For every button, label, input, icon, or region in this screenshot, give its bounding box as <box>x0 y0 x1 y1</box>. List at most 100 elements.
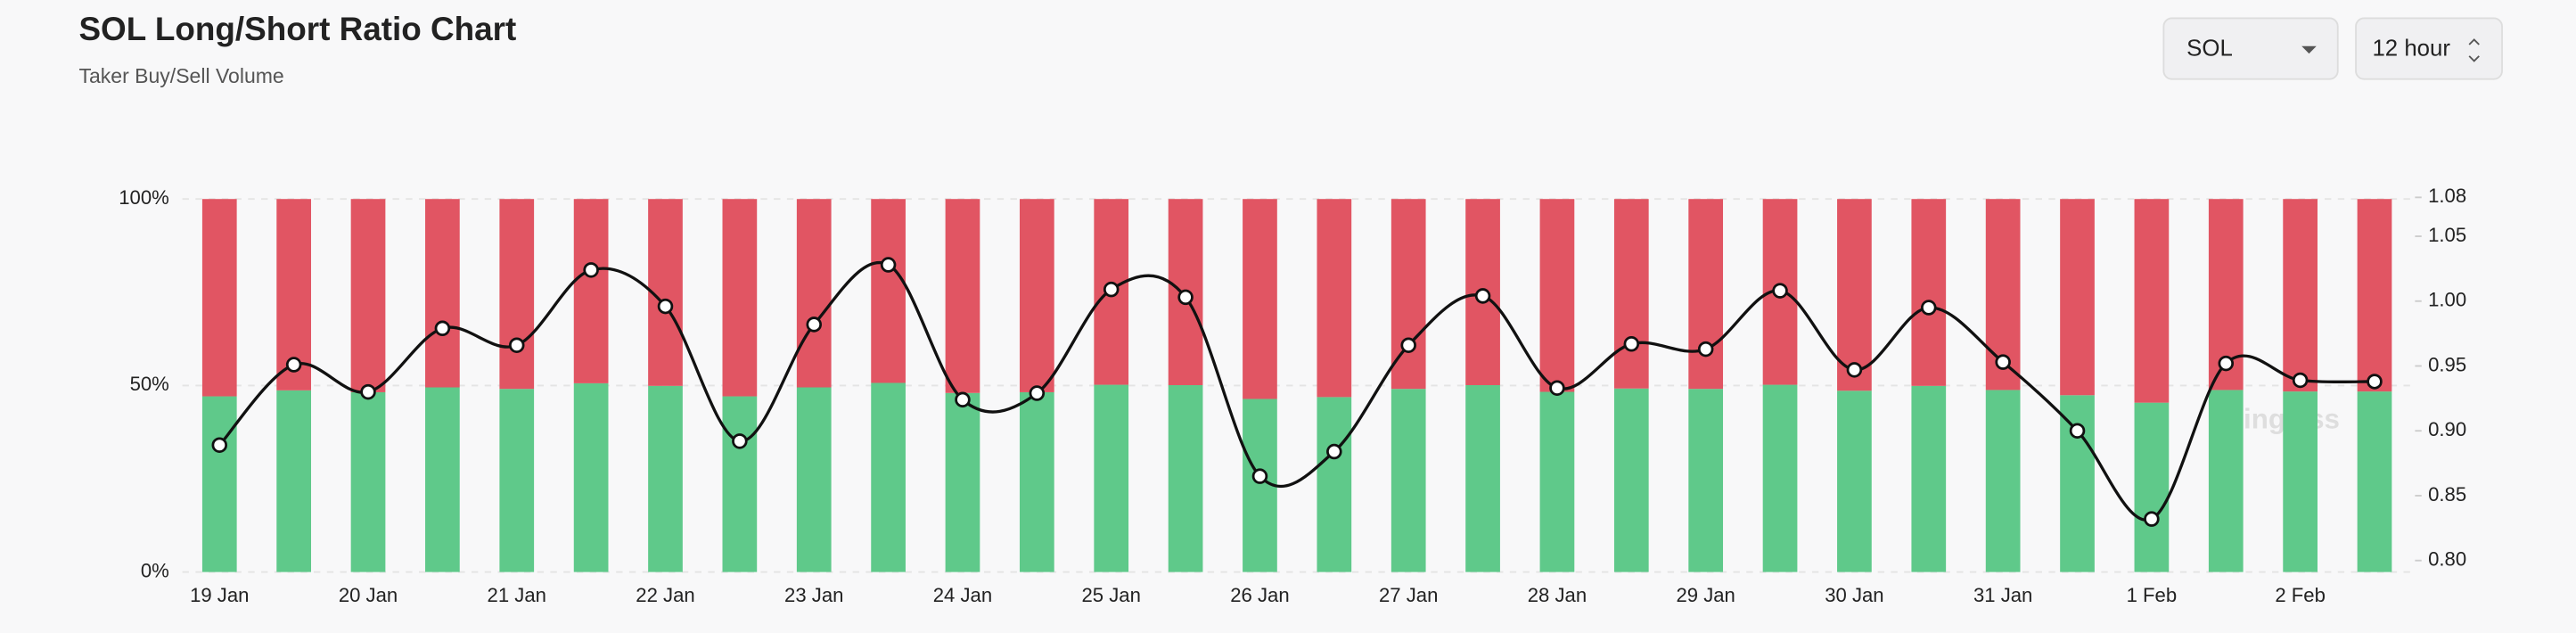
long-bar <box>1168 384 1203 572</box>
long-bar <box>350 391 386 572</box>
spinner-arrows <box>2468 38 2480 62</box>
long-bar <box>2357 391 2392 572</box>
ratio-point <box>1400 337 1416 353</box>
ratio-point <box>1251 468 1268 484</box>
x-tick-label: 29 Jan <box>1676 584 1735 606</box>
short-bar <box>945 199 980 393</box>
x-tick-label: 31 Jan <box>1973 584 2032 606</box>
symbol-select[interactable]: SOL <box>2162 17 2339 80</box>
ratio-point <box>1177 289 1194 306</box>
short-bar <box>573 199 609 383</box>
long-bar <box>1317 397 1352 572</box>
y2-tick-label: 0.95 <box>2428 353 2466 375</box>
long-bar <box>1019 391 1054 572</box>
x-tick-label: 1 Feb <box>2127 584 2178 606</box>
short-bar <box>499 199 535 390</box>
ratio-point <box>1995 354 2011 370</box>
x-tick-label: 19 Jan <box>190 584 249 606</box>
ratio-point <box>1921 300 1937 316</box>
select-box[interactable] <box>2162 17 2339 80</box>
long-bar <box>945 392 980 572</box>
short-bar <box>796 199 832 388</box>
short-bar <box>871 199 906 383</box>
ratio-point <box>732 433 748 449</box>
long-bar <box>1613 388 1649 572</box>
long-bar <box>1465 384 1500 572</box>
y2-tick-label: 1.00 <box>2428 289 2466 311</box>
x-tick-label: 20 Jan <box>339 584 398 606</box>
long-bar <box>1539 391 1575 572</box>
ratio-point <box>583 262 599 278</box>
long-bar <box>201 396 237 572</box>
ratio-point <box>1846 362 1863 378</box>
short-bar <box>2283 199 2318 392</box>
long-bar <box>2060 395 2095 572</box>
ratio-point <box>2367 374 2383 390</box>
long-bar <box>1094 384 1129 572</box>
select-box[interactable] <box>2355 17 2503 80</box>
ratio-point <box>1697 341 1714 358</box>
y2-tick-label: 1.05 <box>2428 224 2466 246</box>
select-text[interactable]: 12 hour <box>2372 36 2450 61</box>
short-bar <box>1613 199 1649 389</box>
bars <box>201 199 2392 572</box>
short-bar <box>1837 199 1872 391</box>
ratio-point <box>360 383 376 400</box>
long-bar <box>1688 389 1724 572</box>
ratio-line <box>218 261 2375 522</box>
x-tick-label: 2 Feb <box>2275 584 2326 606</box>
long-bar <box>499 389 535 572</box>
ratio-point <box>806 316 822 333</box>
y2-tick-label: 0.85 <box>2428 483 2466 506</box>
ratio-point <box>2069 423 2086 439</box>
long-bar <box>1911 385 1947 572</box>
y-tick-label: 50% <box>130 373 169 395</box>
y2-tick-label: 1.08 <box>2428 185 2466 207</box>
long-bar <box>1985 390 2021 572</box>
long-bar <box>648 385 683 572</box>
x-tick-label: 22 Jan <box>636 584 694 606</box>
short-bar <box>1539 199 1575 392</box>
ratio-point <box>285 357 302 373</box>
x-tick-label: 21 Jan <box>488 584 546 606</box>
ratio-point <box>1103 281 1120 298</box>
short-bar <box>1243 199 1277 399</box>
grid <box>182 198 2412 573</box>
long-bar <box>722 396 758 572</box>
y-tick-label: 0% <box>141 559 169 581</box>
long-bar <box>1391 389 1426 572</box>
long-bar <box>276 390 311 572</box>
x-tick-label: 24 Jan <box>933 584 992 606</box>
dropdown-arrow <box>2301 45 2317 54</box>
ratio-point <box>2144 511 2160 527</box>
long-bar <box>2134 402 2170 572</box>
long-bar <box>1762 384 1798 572</box>
short-bar <box>425 199 460 388</box>
interval-select[interactable]: 12 hour <box>2355 17 2503 80</box>
short-bar <box>2060 199 2095 396</box>
short-bar <box>1317 199 1352 398</box>
long-bar <box>425 387 460 572</box>
ratio-point <box>1549 380 1565 396</box>
ratio-point <box>1474 288 1491 304</box>
x-tick-label: 25 Jan <box>1082 584 1141 606</box>
long-bar <box>573 382 609 572</box>
long-bar <box>2208 390 2244 572</box>
short-bar <box>350 199 386 392</box>
x-tick-label: 23 Jan <box>784 584 843 606</box>
y-tick-label: 100% <box>119 186 169 209</box>
chart-subtitle: Taker Buy/Sell Volume <box>78 64 283 87</box>
select-text[interactable]: SOL <box>2186 36 2233 61</box>
y2-tick-label: 0.90 <box>2428 418 2466 440</box>
ratio-point <box>1623 336 1640 352</box>
short-bar <box>722 199 758 397</box>
long-bar <box>871 382 906 572</box>
ratio-point <box>955 391 971 408</box>
ratio-point <box>657 298 674 315</box>
chart-title: SOL Long/Short Ratio Chart <box>78 11 516 47</box>
short-bar <box>201 199 237 397</box>
ratio-point <box>1029 385 1046 401</box>
short-bar <box>2357 199 2392 392</box>
